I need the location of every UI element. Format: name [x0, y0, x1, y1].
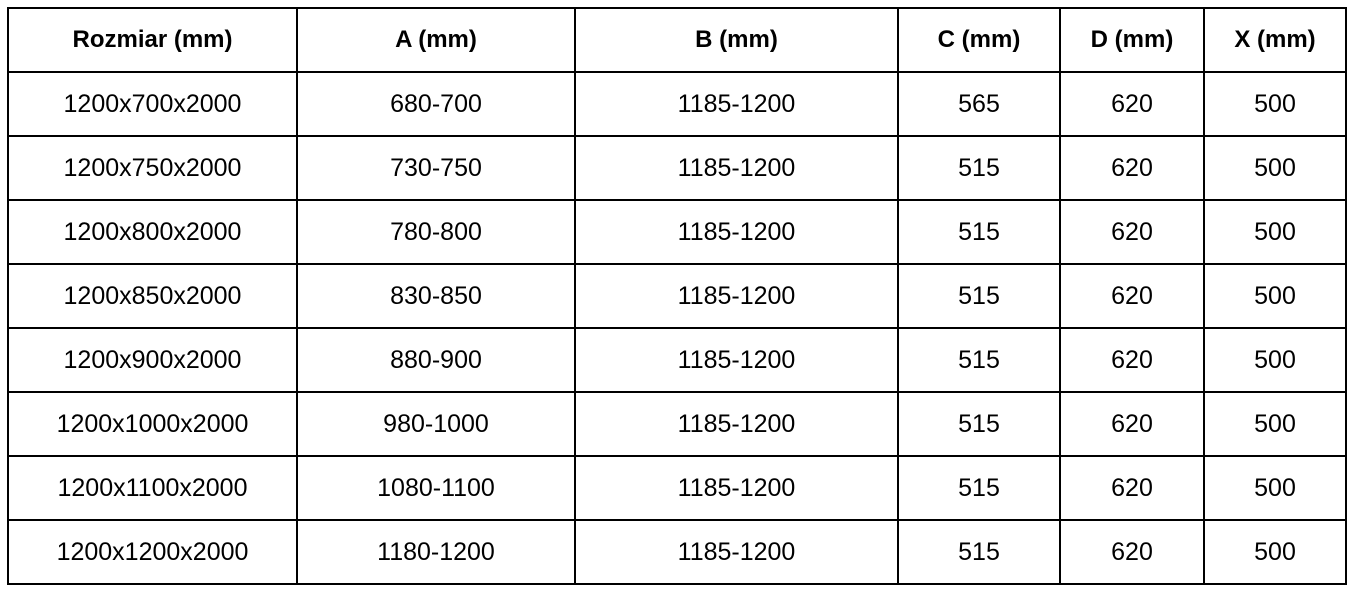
- table-cell: 515: [897, 519, 1061, 585]
- table-cell: 500: [1203, 135, 1347, 201]
- table-cell: 1185-1200: [574, 199, 899, 265]
- table-cell: 515: [897, 263, 1061, 329]
- table-cell: 500: [1203, 263, 1347, 329]
- table-cell: 730-750: [296, 135, 576, 201]
- table-cell: 1180-1200: [296, 519, 576, 585]
- table-cell: 980-1000: [296, 391, 576, 457]
- table-cell: 565: [897, 71, 1061, 137]
- table-cell: 1185-1200: [574, 455, 899, 521]
- table-cell: 880-900: [296, 327, 576, 393]
- table-row: 1200x900x2000 880-900 1185-1200 515 620 500: [7, 327, 1347, 393]
- column-header: D (mm): [1059, 7, 1205, 73]
- table-cell: 1200x750x2000: [7, 135, 298, 201]
- table-cell: 620: [1059, 455, 1205, 521]
- table-cell: 680-700: [296, 71, 576, 137]
- table-cell: 1185-1200: [574, 71, 899, 137]
- header-row: Rozmiar (mm) A (mm) B (mm) C (mm) D (mm) X (m…: [7, 7, 1347, 73]
- dimensions-table: Rozmiar (mm) A (mm) B (mm) C (mm) D (mm) X (m…: [7, 7, 1347, 585]
- table-cell: 500: [1203, 391, 1347, 457]
- table-cell: 620: [1059, 327, 1205, 393]
- table-cell: 1185-1200: [574, 263, 899, 329]
- table-row: 1200x750x2000 730-750 1185-1200 515 620 500: [7, 135, 1347, 201]
- table-row: 1200x800x2000 780-800 1185-1200 515 620 500: [7, 199, 1347, 265]
- table-cell: 515: [897, 199, 1061, 265]
- table-cell: 500: [1203, 327, 1347, 393]
- table-cell: 1200x800x2000: [7, 199, 298, 265]
- table-cell: 1200x1000x2000: [7, 391, 298, 457]
- column-header: B (mm): [574, 7, 899, 73]
- table-cell: 620: [1059, 135, 1205, 201]
- table-row: 1200x700x2000 680-700 1185-1200 565 620 500: [7, 71, 1347, 137]
- table-cell: 1200x1200x2000: [7, 519, 298, 585]
- table-cell: 515: [897, 391, 1061, 457]
- table-cell: 620: [1059, 263, 1205, 329]
- table-row: 1200x1000x2000 980-1000 1185-1200 515 620 500: [7, 391, 1347, 457]
- table-cell: 1185-1200: [574, 519, 899, 585]
- column-header: A (mm): [296, 7, 576, 73]
- table-cell: 500: [1203, 71, 1347, 137]
- table-row: 1200x1200x2000 1180-1200 1185-1200 515 620 50…: [7, 519, 1347, 585]
- table-cell: 500: [1203, 199, 1347, 265]
- table-cell: 620: [1059, 199, 1205, 265]
- table-cell: 500: [1203, 455, 1347, 521]
- table-cell: 620: [1059, 519, 1205, 585]
- table-cell: 830-850: [296, 263, 576, 329]
- table-row: 1200x1100x2000 1080-1100 1185-1200 515 620 50…: [7, 455, 1347, 521]
- table-cell: 1185-1200: [574, 327, 899, 393]
- table-cell: 515: [897, 327, 1061, 393]
- column-header: Rozmiar (mm): [7, 7, 298, 73]
- table-cell: 500: [1203, 519, 1347, 585]
- table-cell: 1200x700x2000: [7, 71, 298, 137]
- table-cell: 1200x850x2000: [7, 263, 298, 329]
- column-header: X (mm): [1203, 7, 1347, 73]
- table-row: 1200x850x2000 830-850 1185-1200 515 620 500: [7, 263, 1347, 329]
- table-cell: 515: [897, 455, 1061, 521]
- table-cell: 620: [1059, 391, 1205, 457]
- column-header: C (mm): [897, 7, 1061, 73]
- table-cell: 780-800: [296, 199, 576, 265]
- table-cell: 515: [897, 135, 1061, 201]
- table-cell: 1080-1100: [296, 455, 576, 521]
- table-cell: 1200x900x2000: [7, 327, 298, 393]
- table-cell: 1200x1100x2000: [7, 455, 298, 521]
- table-cell: 1185-1200: [574, 391, 899, 457]
- table-cell: 1185-1200: [574, 135, 899, 201]
- table-cell: 620: [1059, 71, 1205, 137]
